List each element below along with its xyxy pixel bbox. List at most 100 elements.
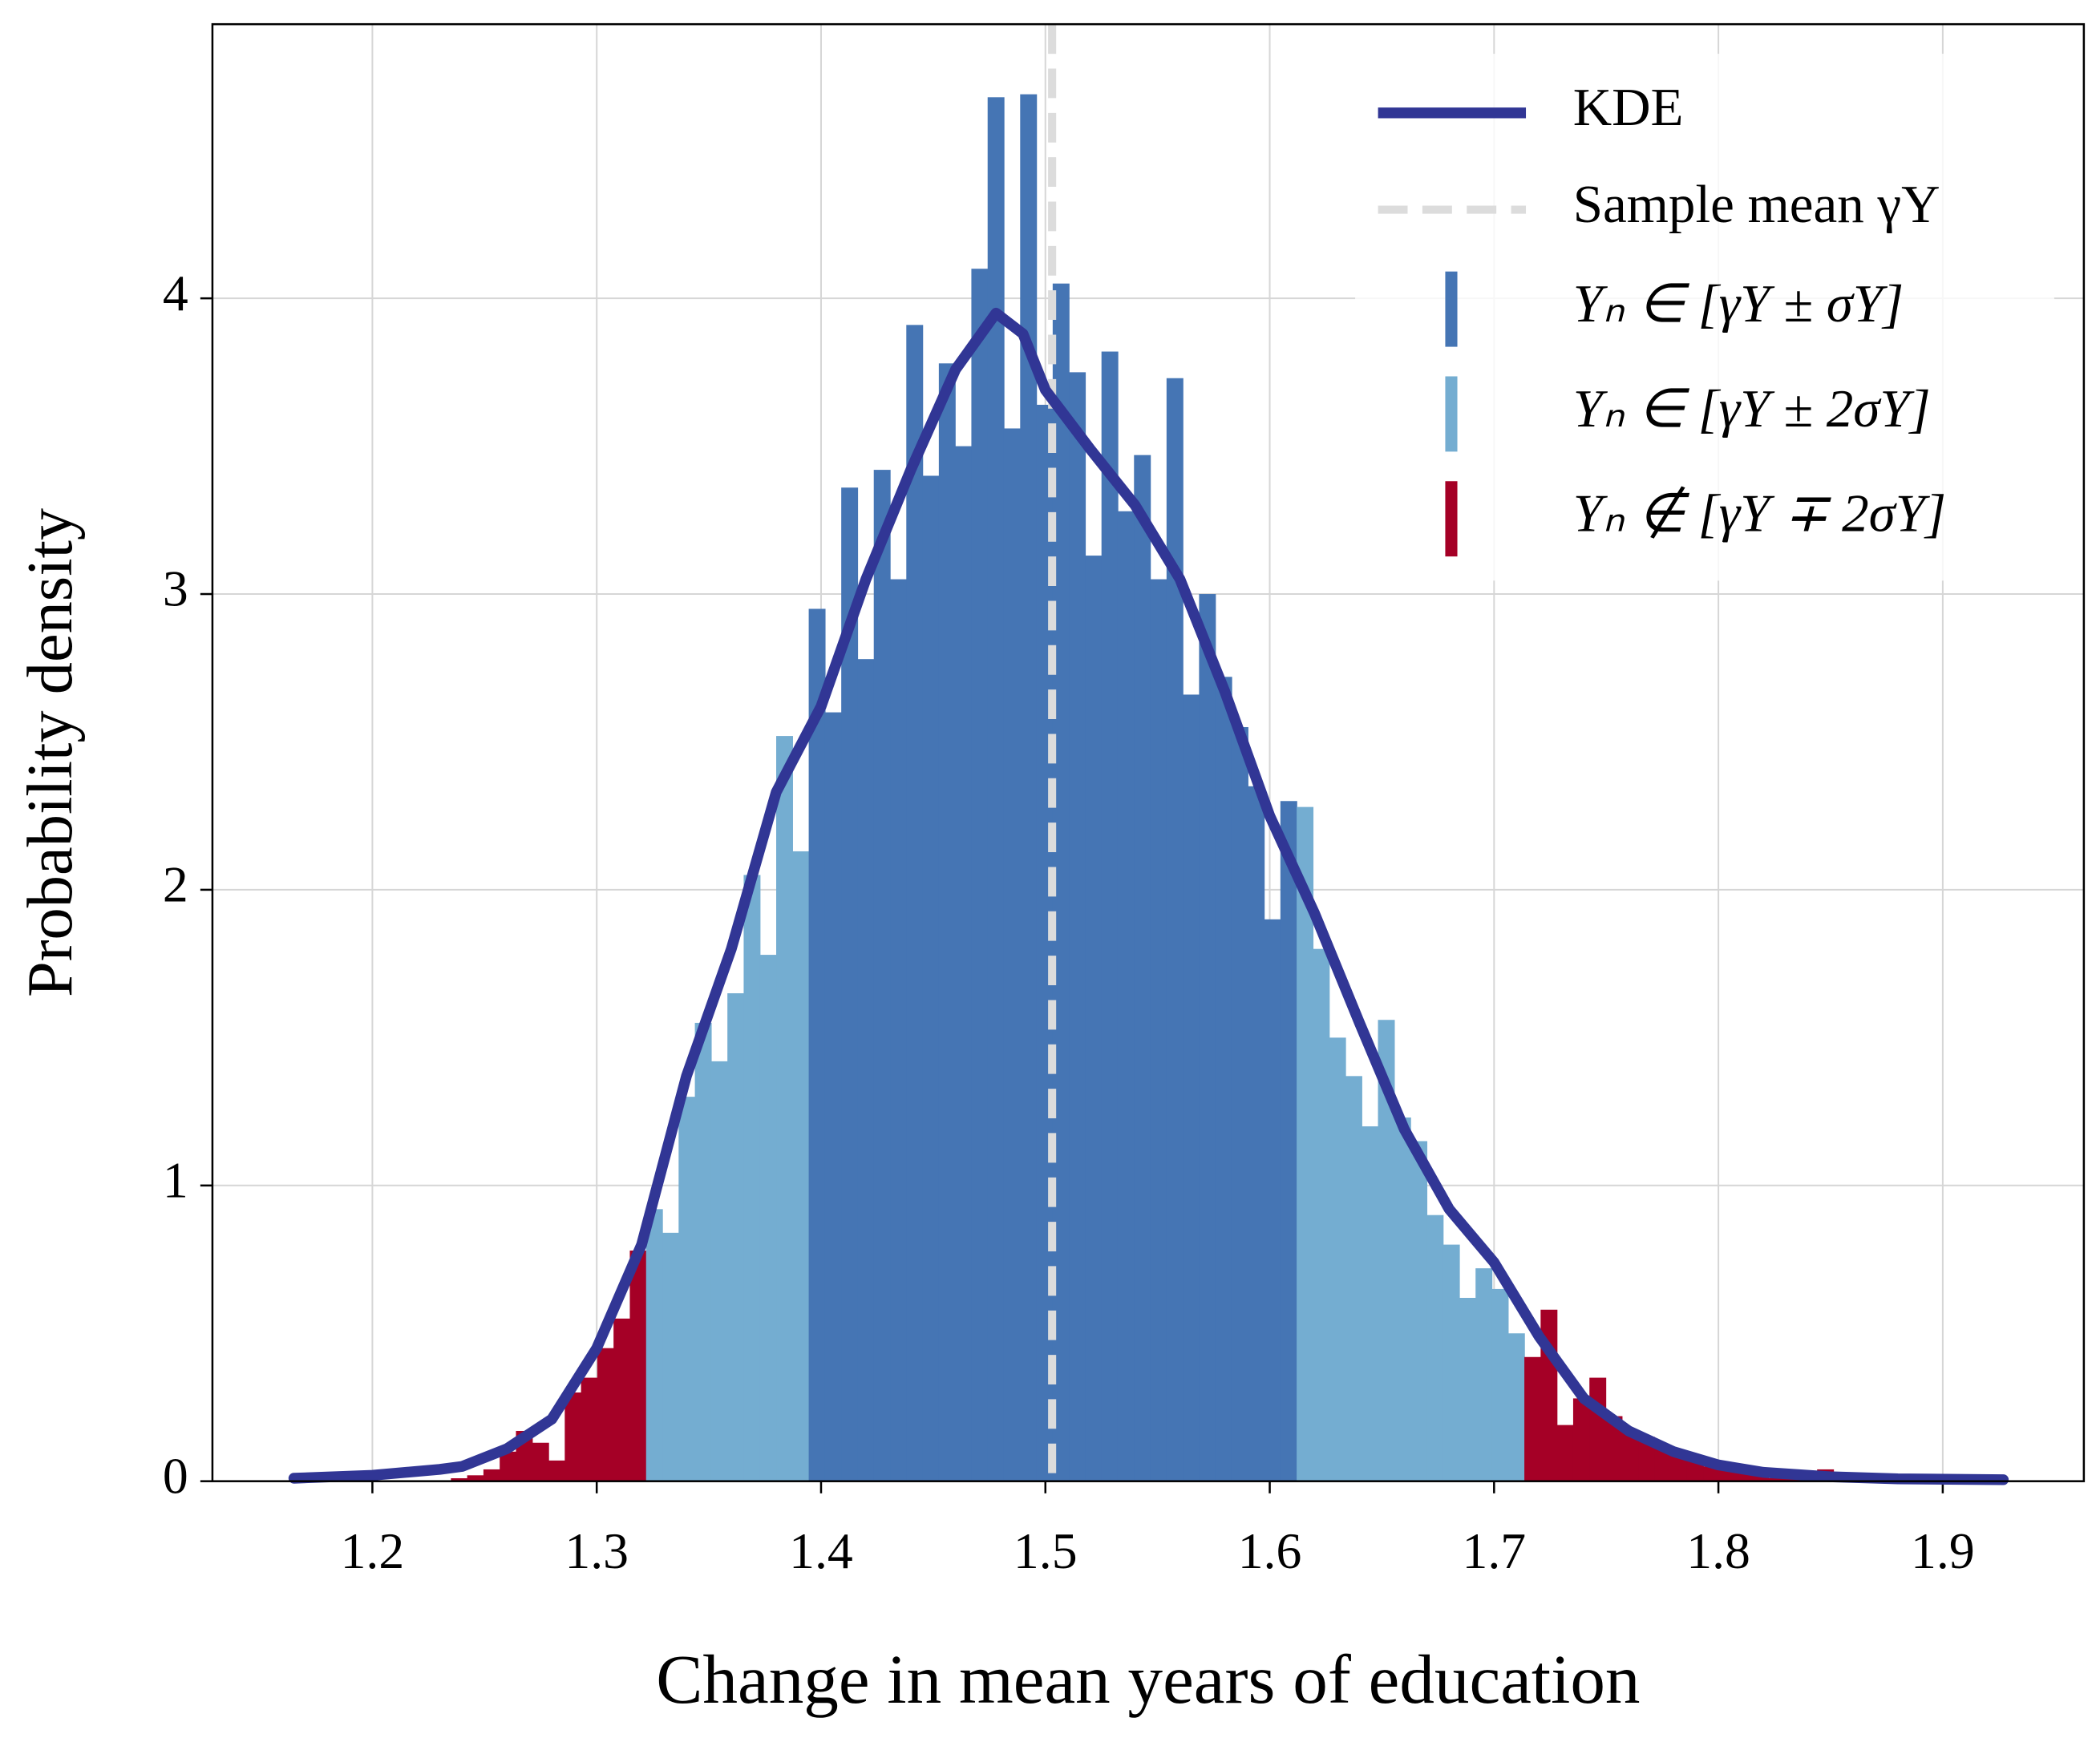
histogram-bar [1703, 1466, 1721, 1481]
histogram-bar [987, 97, 1005, 1481]
legend-label: KDE [1573, 77, 1684, 137]
histogram-bar [743, 875, 761, 1481]
histogram-bar [1686, 1460, 1704, 1481]
histogram-bar [873, 470, 891, 1481]
x-axis-label: Change in mean years of education [656, 1640, 1640, 1718]
histogram-bar [1752, 1475, 1770, 1481]
histogram-bar [841, 487, 859, 1481]
histogram-bar [906, 325, 924, 1481]
histogram-bar [1475, 1268, 1493, 1481]
legend-handle [1445, 376, 1458, 452]
histogram-bar [483, 1469, 500, 1481]
histogram-bar [1735, 1472, 1753, 1481]
histogram-bar [1297, 806, 1314, 1481]
histogram-bar [1313, 948, 1330, 1481]
histogram-bar [792, 851, 810, 1481]
histogram-bar [1426, 1215, 1444, 1481]
histogram-bar [727, 993, 745, 1481]
histogram-bar [1183, 694, 1200, 1481]
histogram-bar [1410, 1141, 1428, 1481]
histogram-bar [710, 1061, 728, 1481]
histogram-bar [1052, 283, 1070, 1481]
x-tick-label: 1.6 [1238, 1522, 1302, 1579]
histogram-bar [1085, 556, 1103, 1481]
histogram-bar [500, 1451, 517, 1481]
histogram-bar [613, 1318, 631, 1481]
histogram-bar [1491, 1288, 1509, 1481]
histogram-bar [1524, 1356, 1542, 1481]
histogram-bar [1362, 1126, 1379, 1481]
x-tick-label: 1.4 [789, 1522, 853, 1579]
x-tick-label: 1.3 [564, 1522, 629, 1579]
legend: KDE Sample mean γY Yₙ ∈ [γY ± σY] Yₙ ∈ [γY … [1355, 54, 2054, 581]
legend-box [1355, 54, 2054, 581]
histogram-bar [1589, 1377, 1607, 1481]
histogram-bar [1166, 378, 1184, 1481]
histogram-bar [1572, 1398, 1590, 1481]
histogram-bar [1134, 455, 1151, 1481]
histogram-bar [532, 1442, 549, 1481]
x-tick-label: 1.8 [1686, 1522, 1750, 1579]
histogram-bar [1248, 786, 1265, 1481]
histogram-bar [1784, 1478, 1802, 1481]
histogram-bar [1654, 1445, 1672, 1481]
histogram-bar [1003, 428, 1021, 1481]
histogram-bar [890, 579, 907, 1481]
histogram-bar [922, 475, 940, 1481]
histogram-bar [1150, 579, 1167, 1481]
histogram-bar [1329, 1037, 1346, 1481]
histogram-bar [808, 608, 826, 1481]
x-tick-label: 1.5 [1014, 1522, 1078, 1579]
histogram-bar [694, 1022, 712, 1481]
histogram-bar [776, 736, 793, 1481]
histogram-bar [662, 1232, 679, 1481]
y-tick-label: 1 [163, 1151, 188, 1208]
histogram-bar [1394, 1117, 1411, 1481]
histogram-bar [629, 1250, 647, 1481]
histogram-bar [451, 1478, 468, 1481]
histogram-bar [1117, 511, 1135, 1481]
y-tick-label: 0 [163, 1447, 188, 1504]
histogram-bar [1069, 372, 1086, 1481]
histogram-bar [645, 1209, 663, 1481]
histogram-bar [1442, 1244, 1460, 1481]
x-tick-label: 1.9 [1911, 1522, 1975, 1579]
legend-label: Yₙ ∈ [γY ± 2σY] [1573, 378, 1931, 439]
x-tick-label: 1.2 [341, 1522, 405, 1579]
histogram-bar [1621, 1430, 1639, 1481]
histogram-bar [1264, 919, 1281, 1481]
histogram-bar [1215, 677, 1232, 1481]
histogram-bar [597, 1348, 614, 1481]
y-tick-label: 4 [163, 265, 188, 321]
histogram-bar [1507, 1333, 1525, 1481]
y-tick-label: 2 [163, 856, 188, 913]
histogram-bar [1605, 1416, 1623, 1481]
histogram-bar [1199, 594, 1216, 1481]
legend-label: Yₙ ∈ [γY ± σY] [1573, 273, 1904, 333]
histogram-bar [971, 269, 989, 1481]
histogram-bar [1556, 1425, 1574, 1481]
histogram-bar [467, 1475, 484, 1481]
histogram-bar [955, 446, 973, 1481]
histogram-bar [1231, 727, 1248, 1481]
histogram-bar [1768, 1478, 1786, 1481]
histogram-bar [1345, 1076, 1362, 1481]
histogram-bar [824, 712, 842, 1481]
x-tick-label: 1.7 [1462, 1522, 1526, 1579]
histogram-bar [564, 1392, 582, 1481]
histogram-bar [1670, 1454, 1688, 1481]
histogram-bar [678, 1097, 696, 1481]
legend-handle [1445, 271, 1458, 347]
histogram-bar [581, 1377, 598, 1481]
histogram-bar [1280, 801, 1297, 1481]
y-tick-label: 3 [163, 560, 188, 617]
histogram-bar [548, 1460, 565, 1481]
histogram-bar [1101, 351, 1119, 1481]
histogram-bar [857, 659, 875, 1481]
histogram-bar [1020, 94, 1038, 1481]
y-axis-label: Probability density [14, 508, 86, 997]
histogram-bar [759, 955, 777, 1481]
histogram-bar [1638, 1437, 1656, 1481]
